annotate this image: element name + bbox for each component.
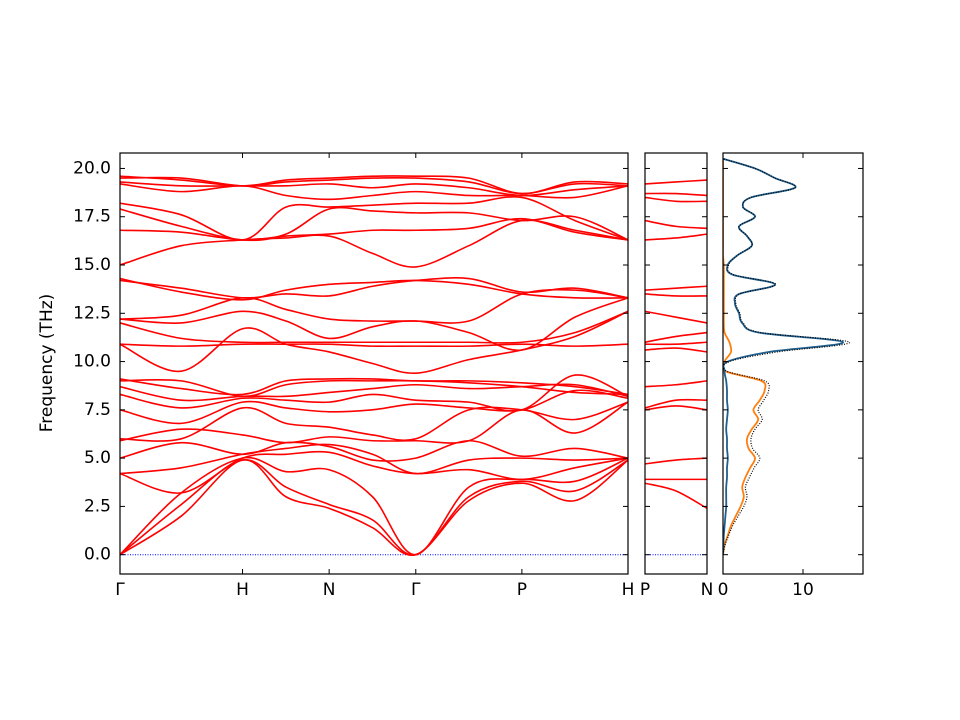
band-line <box>120 183 628 201</box>
plot-area <box>723 157 851 555</box>
band-line <box>645 398 707 409</box>
y-tick-label: 20.0 <box>73 158 111 178</box>
y-tick-label: 5.0 <box>84 448 111 468</box>
band-line <box>120 374 628 412</box>
dos-line <box>723 158 767 555</box>
band-line <box>120 378 628 398</box>
band-line <box>120 383 628 402</box>
x-tick-label: 0 <box>718 580 729 600</box>
y-axis-label: Frequency (THz) <box>37 294 57 433</box>
band-line <box>120 401 628 442</box>
band-line <box>120 456 628 556</box>
band-line <box>120 310 628 344</box>
panel-frame <box>119 152 629 575</box>
band-line <box>120 343 628 348</box>
plot-area <box>645 179 707 556</box>
band-line <box>120 310 628 374</box>
y-tick-label: 10.0 <box>73 352 111 372</box>
band-line <box>120 206 628 242</box>
band-line <box>120 377 628 396</box>
band-line <box>645 310 707 324</box>
band-line <box>120 459 628 556</box>
y-tick-label: 7.5 <box>84 400 111 420</box>
x-tick-label: N <box>323 580 336 600</box>
band-line <box>645 219 707 230</box>
band-line <box>120 288 628 324</box>
x-tick-label: Γ <box>115 580 125 600</box>
x-tick-label: H <box>236 580 249 600</box>
y-tick-label: 0.0 <box>84 545 111 565</box>
band-line <box>645 380 707 388</box>
band-line <box>645 405 707 411</box>
band-line <box>120 277 628 301</box>
band-line <box>645 482 707 510</box>
band-line <box>120 175 628 195</box>
band-line <box>120 297 628 351</box>
band-line <box>645 192 707 197</box>
y-tick-label: 12.5 <box>73 303 111 323</box>
band-line <box>120 439 628 462</box>
band-line <box>645 233 707 241</box>
y-tick-label: 2.5 <box>84 496 111 516</box>
x-tick-label: Γ <box>411 580 421 600</box>
plot-area <box>120 175 628 556</box>
panel-frame <box>722 152 864 575</box>
band-line <box>120 401 628 444</box>
band-line <box>645 457 707 465</box>
y-tick-label: 17.5 <box>73 207 111 227</box>
band-line <box>645 196 707 203</box>
band-line <box>645 285 707 291</box>
x-tick-label: P <box>517 580 527 600</box>
band-line <box>120 219 628 268</box>
dos-line <box>723 158 851 555</box>
x-tick-label: 10 <box>792 580 814 600</box>
band-line <box>645 347 707 353</box>
band-line <box>645 341 707 346</box>
band-line <box>120 443 628 475</box>
y-tick-label: 15.0 <box>73 255 111 275</box>
x-tick-label: N <box>701 580 714 600</box>
band-line <box>645 331 707 344</box>
band-line <box>645 293 707 297</box>
panel-frame <box>644 152 708 575</box>
band-line <box>120 277 628 299</box>
band-line <box>120 389 628 425</box>
x-tick-label: H <box>622 580 635 600</box>
band-line <box>645 179 707 185</box>
band-line <box>120 195 628 241</box>
dos-line <box>723 157 844 555</box>
band-line <box>120 181 628 197</box>
band-line <box>120 450 628 494</box>
band-line <box>120 217 628 241</box>
x-tick-label: P <box>640 580 650 600</box>
